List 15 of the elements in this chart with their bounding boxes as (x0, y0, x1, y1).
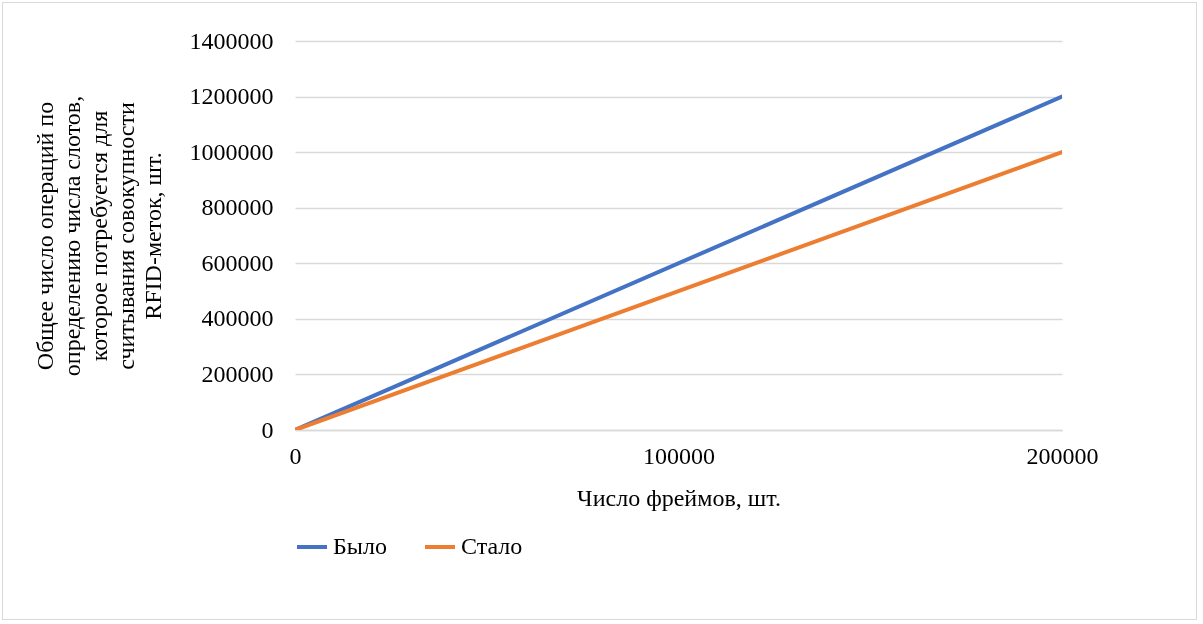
legend-label: Было (333, 533, 387, 559)
y-axis-title: Общее число операций по определению числа слотов, которое потребуется для считывания совокупности RFID-меток, шт. (31, 95, 166, 377)
x-axis-title: Число фреймов, шт. (577, 484, 781, 511)
y-tick-label: 1200000 (189, 83, 274, 110)
y-tick-label: 1400000 (189, 27, 274, 54)
x-tick-label: 200000 (1026, 442, 1099, 469)
y-tick-label: 400000 (201, 305, 274, 332)
y-tick-label: 1000000 (189, 138, 274, 165)
x-tick-label: 100000 (643, 442, 715, 469)
legend-label: Стало (461, 533, 523, 559)
x-tick-label: 0 (289, 442, 302, 469)
y-tick-label: 600000 (201, 249, 274, 276)
y-tick-label: 0 (261, 416, 274, 443)
y-tick-label: 800000 (201, 194, 274, 221)
y-tick-label: 200000 (201, 360, 274, 387)
